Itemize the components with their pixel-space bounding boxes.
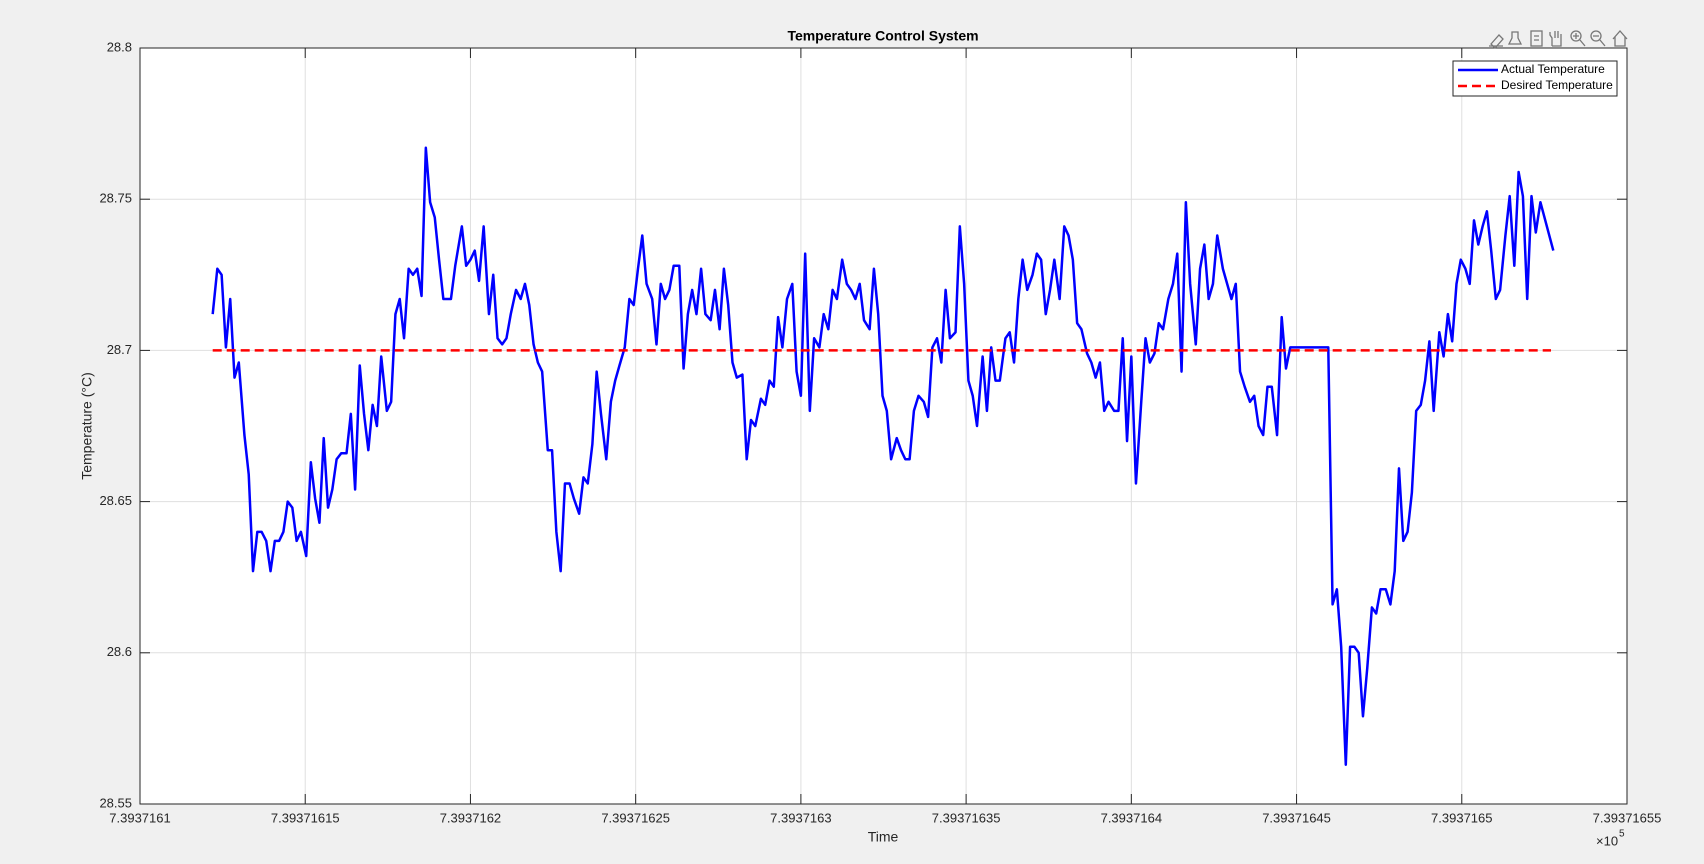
data-line xyxy=(211,146,1555,766)
x-tick-label: 7.39371635 xyxy=(932,810,1001,825)
x-tick-label: 7.39371625 xyxy=(601,810,670,825)
toolbar-zoom-in[interactable] xyxy=(1570,30,1586,47)
toolbar-zoom-out[interactable] xyxy=(1590,30,1606,47)
x-tick-label: 7.3937161 xyxy=(109,810,170,825)
x-tick-label: 7.3937165 xyxy=(1431,810,1492,825)
grid xyxy=(139,47,1628,805)
x-multiplier-exponent: 5 xyxy=(1619,829,1625,840)
toolbar-datatip[interactable] xyxy=(1507,31,1523,45)
y-tick-label: 28.7 xyxy=(107,342,132,357)
toolbar-pan[interactable] xyxy=(1549,31,1562,47)
y-tick-label: 28.6 xyxy=(107,644,132,659)
toolbar-export[interactable] xyxy=(1530,30,1543,47)
axes-toolbar xyxy=(1489,30,1628,49)
x-multiplier: ×10 xyxy=(1596,833,1618,848)
toolbar-brush[interactable] xyxy=(1489,34,1504,49)
legend-label: Desired Temperature xyxy=(1501,78,1613,92)
y-tick-label: 28.8 xyxy=(107,39,132,54)
y-tick-label: 28.55 xyxy=(99,795,132,810)
y-axis-label: Temperature (°C) xyxy=(79,372,95,480)
y-tick-label: 28.65 xyxy=(99,493,132,508)
x-tick-label: 7.3937164 xyxy=(1101,810,1162,825)
toolbar-home[interactable] xyxy=(1612,30,1628,47)
legend: Actual Temperature Desired Temperature xyxy=(1452,60,1618,97)
axes-background xyxy=(140,48,1627,804)
x-axis-label: Time xyxy=(868,829,899,845)
legend-box xyxy=(1452,60,1618,97)
x-tick-label: 7.3937162 xyxy=(440,810,501,825)
plot-area xyxy=(211,146,1555,766)
x-tick-label: 7.39371645 xyxy=(1262,810,1331,825)
y-tick-label: 28.75 xyxy=(99,191,132,206)
x-tick-label: 7.39371615 xyxy=(271,810,340,825)
x-tick-label: 7.39371655 xyxy=(1593,810,1662,825)
chart-title: Temperature Control System xyxy=(787,28,978,44)
legend-label: Actual Temperature xyxy=(1501,62,1605,76)
x-tick-label: 7.3937163 xyxy=(770,810,831,825)
axes-box xyxy=(139,47,1628,805)
ticks: 28.55 28.6 28.65 28.7 28.75 28.8 7.3937161 7.39… xyxy=(99,39,1661,825)
